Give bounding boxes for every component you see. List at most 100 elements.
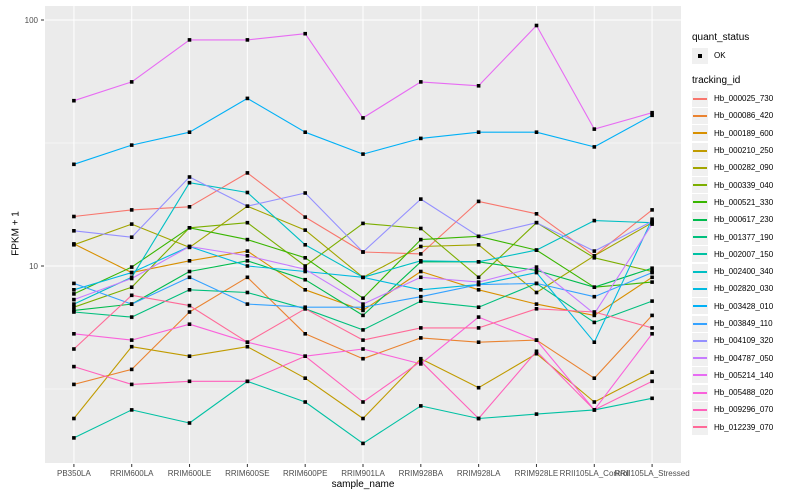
- data-point: [72, 98, 76, 103]
- legend-item: Hb_000282_090: [692, 159, 773, 176]
- data-point: [245, 220, 250, 225]
- data-point: [129, 367, 134, 372]
- data-point: [534, 349, 539, 354]
- y-axis-title: FPKM + 1: [10, 211, 22, 256]
- data-point: [129, 338, 134, 342]
- data-point: [129, 408, 134, 412]
- data-point: [245, 204, 250, 208]
- line-swatch-icon: [693, 97, 707, 100]
- data-point: [129, 270, 134, 275]
- data-point: [245, 96, 250, 101]
- legend-key: [692, 280, 708, 297]
- data-point: [361, 328, 365, 332]
- data-point: [419, 269, 423, 274]
- data-point: [72, 416, 76, 421]
- legend-item-label: Hb_009296_070: [714, 405, 774, 415]
- data-point: [303, 130, 307, 134]
- data-point: [245, 264, 250, 268]
- legend-item-label: Hb_000210_250: [714, 146, 774, 156]
- data-point: [303, 288, 307, 292]
- data-point: [245, 190, 250, 195]
- data-point: [361, 250, 365, 254]
- line-swatch-icon: [693, 218, 707, 221]
- data-point: [476, 234, 481, 239]
- legend-key: [692, 211, 708, 228]
- legend-key: [692, 367, 708, 384]
- legend-item: Hb_003849_110: [692, 315, 773, 332]
- line-swatch-icon: [693, 149, 707, 152]
- data-point: [534, 281, 539, 286]
- data-point: [187, 180, 192, 185]
- data-point: [650, 275, 654, 280]
- data-point: [187, 130, 192, 134]
- legend-key: [692, 401, 708, 418]
- data-point: [72, 297, 76, 302]
- data-point: [72, 332, 76, 336]
- data-point: [650, 217, 654, 221]
- data-point: [361, 275, 365, 280]
- data-point: [245, 290, 250, 295]
- data-point: [476, 282, 481, 287]
- line-swatch-icon: [693, 253, 707, 256]
- legend-item: Hb_000210_250: [692, 142, 773, 159]
- data-point: [592, 254, 597, 258]
- legend-key: [692, 315, 708, 332]
- legend-key: [692, 90, 708, 107]
- data-point: [361, 221, 365, 226]
- data-point: [245, 340, 250, 344]
- data-point: [303, 256, 307, 260]
- data-point: [534, 338, 539, 342]
- line-swatch-icon: [693, 322, 707, 325]
- data-point: [476, 260, 481, 264]
- data-point: [361, 116, 365, 120]
- data-point: [303, 269, 307, 274]
- line-swatch-icon: [693, 166, 707, 169]
- legend-item: Hb_003428_010: [692, 298, 773, 315]
- data-point: [476, 305, 481, 309]
- data-point: [476, 130, 481, 134]
- data-point: [187, 269, 192, 274]
- x-axis-title: sample_name: [331, 479, 395, 490]
- data-point: [129, 276, 134, 281]
- legend-item: Hb_000617_230: [692, 211, 773, 228]
- data-point: [245, 344, 250, 349]
- legend-item: Hb_000521_330: [692, 194, 773, 211]
- data-point: [361, 152, 365, 156]
- data-point: [303, 354, 307, 358]
- legend-item-label: Hb_004787_050: [714, 353, 774, 363]
- legend-key: [692, 229, 708, 246]
- data-point: [592, 340, 597, 344]
- data-point: [592, 249, 597, 253]
- data-point: [187, 259, 192, 263]
- legend-key: [692, 47, 708, 64]
- legend-item-label: Hb_002007_150: [714, 249, 774, 259]
- data-point: [650, 270, 654, 275]
- x-tick-label: RRIM928LA: [457, 469, 501, 478]
- data-point: [592, 256, 597, 260]
- data-point: [361, 308, 365, 313]
- legend-item: Hb_000339_040: [692, 176, 773, 194]
- data-point: [303, 267, 307, 272]
- data-point: [187, 322, 192, 326]
- data-point: [476, 315, 481, 319]
- data-point: [72, 214, 76, 219]
- line-swatch-icon: [693, 270, 707, 273]
- x-tick-label: RRIM901LA: [341, 469, 385, 478]
- data-point: [129, 235, 134, 239]
- data-point: [534, 268, 539, 273]
- data-point: [72, 305, 76, 309]
- data-point: [419, 259, 423, 263]
- data-point: [129, 80, 134, 84]
- legend-key: [692, 142, 708, 159]
- data-point: [476, 385, 481, 390]
- data-point: [72, 292, 76, 296]
- data-point: [72, 436, 76, 440]
- data-point: [129, 285, 134, 289]
- data-point: [129, 143, 134, 147]
- legend-item: Hb_000189_600: [692, 125, 773, 142]
- data-point: [419, 336, 423, 340]
- data-point: [650, 222, 654, 226]
- legend-title-tracking-id: tracking_id: [692, 75, 741, 86]
- x-tick-label: RRIM600LA: [110, 469, 154, 478]
